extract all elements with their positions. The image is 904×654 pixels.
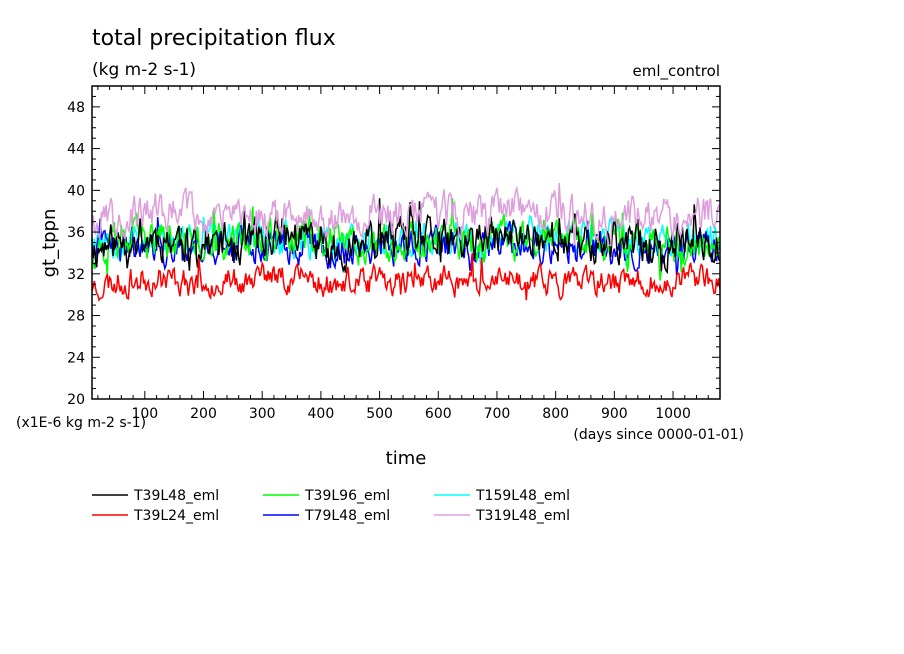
x-tick-label: 1000 — [655, 406, 691, 422]
x-tick-label: 400 — [308, 406, 335, 422]
y-tick-label: 44 — [67, 142, 85, 158]
x-tick-label: 300 — [249, 406, 276, 422]
y-axis-label: gt_tppn — [39, 209, 60, 278]
legend-label: T159L48_eml — [475, 488, 570, 504]
legend: T39L48_eml T39L24_eml T39L96_eml T79L48_eml… — [92, 488, 570, 524]
legend-label: T39L24_eml — [133, 508, 219, 524]
x-tick-label: 700 — [484, 406, 511, 422]
chart-title: total precipitation flux — [92, 26, 336, 51]
x-tick-label: 100 — [131, 406, 158, 422]
x-tick-label: 900 — [601, 406, 628, 422]
series-line-T319L48_eml — [91, 182, 721, 247]
x-tick-label: 200 — [190, 406, 217, 422]
x-axis-label: time — [386, 448, 427, 469]
x-tick-label: 500 — [366, 406, 393, 422]
experiment-label: eml_control — [632, 62, 720, 81]
y-multiplier: (x1E-6 kg m-2 s-1) — [16, 415, 146, 431]
y-tick-label: 28 — [67, 309, 85, 325]
legend-label: T39L48_eml — [133, 488, 219, 504]
x-tick-label: 600 — [425, 406, 452, 422]
y-tick-label: 36 — [67, 225, 85, 241]
axis-ticks: 20 24 28 32 36 40 44 48 100 200 300 400 500 600 700 800… — [67, 85, 721, 422]
y-tick-label: 20 — [67, 392, 85, 408]
x-tick-label: 800 — [542, 406, 569, 422]
legend-label: T319L48_eml — [475, 508, 570, 524]
series-line-T39L24_eml — [91, 253, 721, 302]
x-axis-units: (days since 0000-01-01) — [573, 427, 744, 443]
y-tick-label: 24 — [67, 350, 85, 366]
y-tick-label: 40 — [67, 183, 85, 199]
y-tick-label: 48 — [67, 100, 85, 116]
legend-label: T39L96_eml — [304, 488, 390, 504]
y-tick-label: 32 — [67, 267, 85, 283]
legend-label: T79L48_eml — [304, 508, 390, 524]
chart-units: (kg m-2 s-1) — [92, 60, 196, 80]
plot-lines — [91, 182, 721, 302]
